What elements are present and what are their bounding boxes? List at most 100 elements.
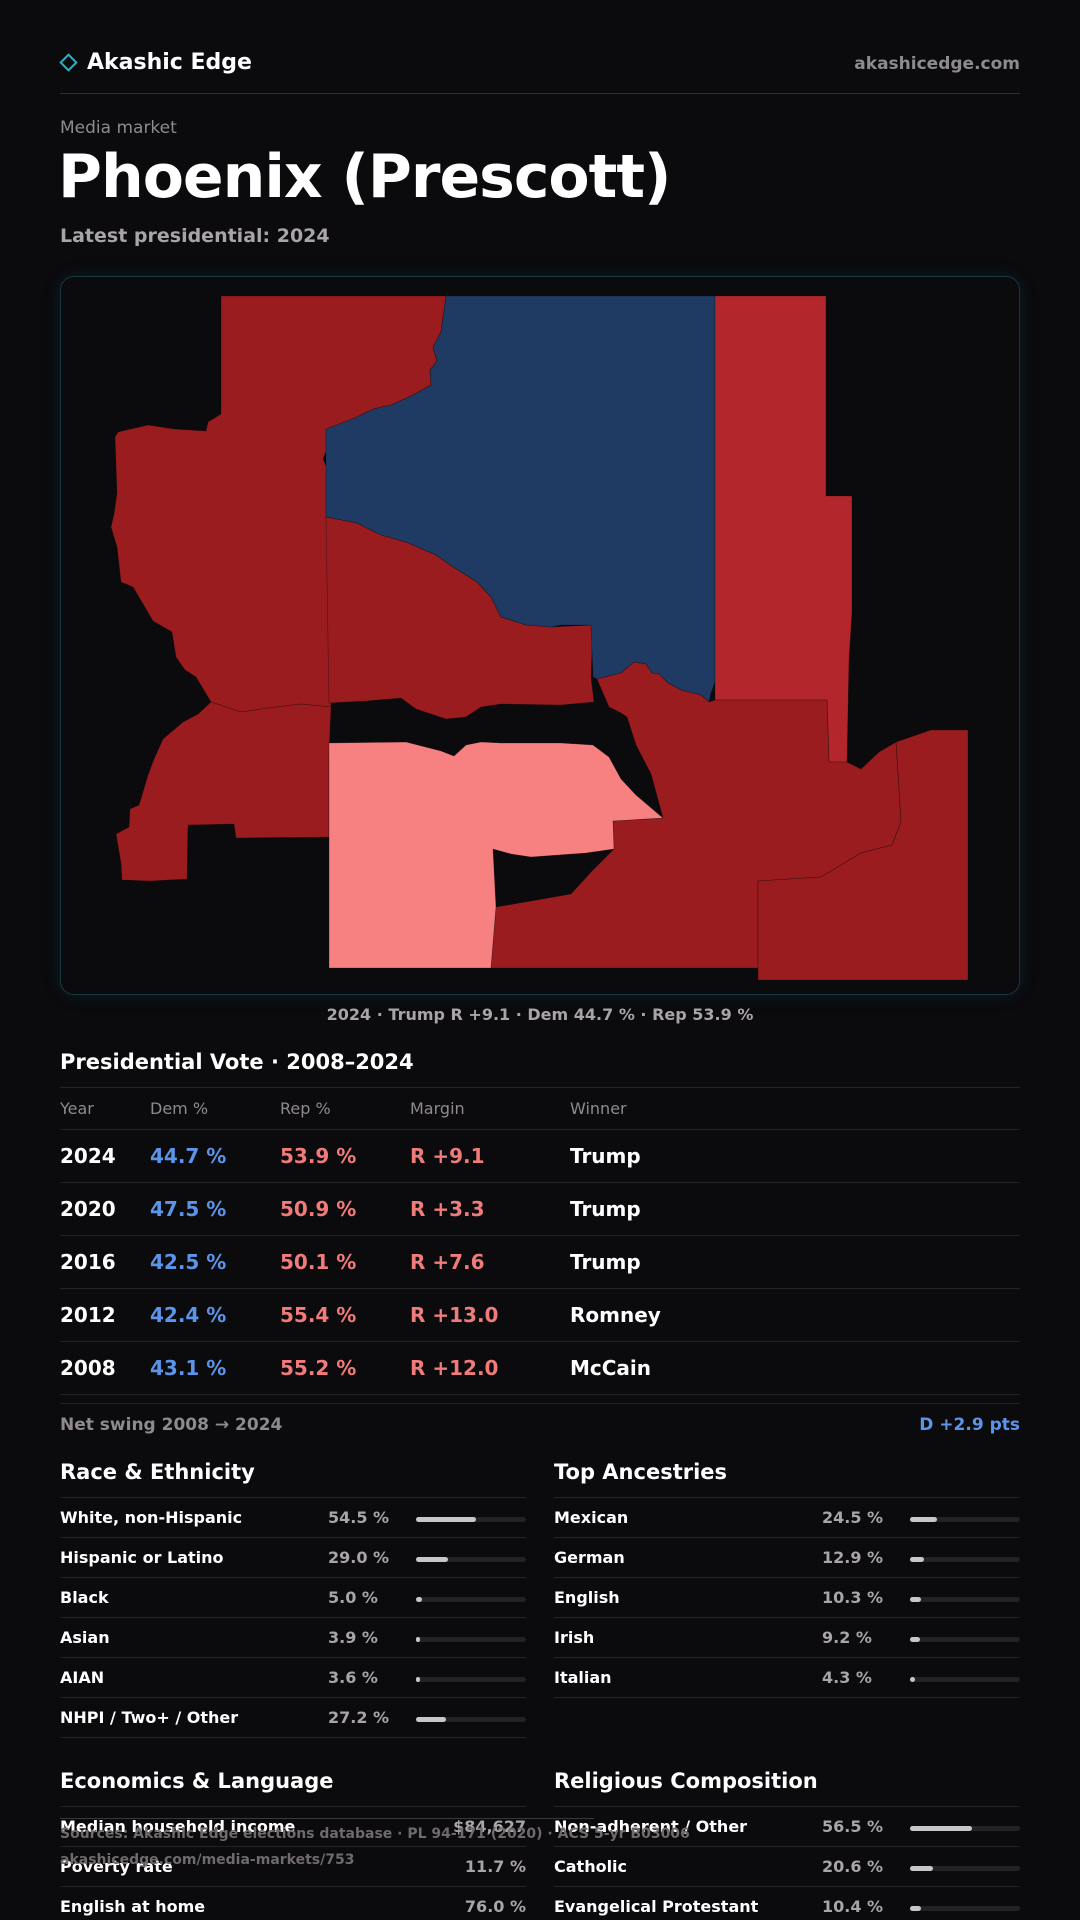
table-row: 2020 47.5 % 50.9 % R +3.3 Trump xyxy=(60,1183,1020,1236)
bar-fill xyxy=(910,1866,933,1871)
row-pct: 4.3 % xyxy=(822,1668,872,1687)
bar-track xyxy=(416,1557,526,1562)
header-dem: Dem % xyxy=(150,1099,209,1118)
footer-url[interactable]: akashicedge.com/media-markets/753 xyxy=(60,1852,355,1868)
net-swing: Net swing 2008 → 2024 D +2.9 pts xyxy=(60,1403,1020,1445)
cell-winner: McCain xyxy=(570,1356,652,1380)
list-item: English 10.3 % xyxy=(554,1578,1020,1618)
row-label: Non-adherent / Other xyxy=(554,1817,748,1836)
bar-fill xyxy=(910,1677,915,1682)
row-label: NHPI / Two+ / Other xyxy=(60,1708,239,1727)
row-pct: 12.9 % xyxy=(822,1548,884,1567)
bar-fill xyxy=(416,1517,476,1522)
row-label: English xyxy=(554,1588,620,1607)
row-label: Evangelical Protestant xyxy=(554,1897,759,1916)
religion-panel: Religious Composition Non-adherent / Oth… xyxy=(554,1769,1020,1920)
county-region[interactable] xyxy=(328,741,664,969)
row-label: Mexican xyxy=(554,1508,629,1527)
cell-rep: 55.2 % xyxy=(280,1356,357,1380)
row-pct: 9.2 % xyxy=(822,1628,872,1647)
bar-track xyxy=(910,1677,1020,1682)
bar-fill xyxy=(910,1637,921,1642)
row-pct: 3.9 % xyxy=(328,1628,378,1647)
bar-track xyxy=(416,1517,526,1522)
bar-track xyxy=(910,1906,1020,1911)
cell-rep: 50.1 % xyxy=(280,1250,357,1274)
bar-fill xyxy=(416,1597,422,1602)
list-item: English at home 76.0 % xyxy=(60,1887,526,1920)
bar-fill xyxy=(910,1906,922,1911)
row-pct: 27.2 % xyxy=(328,1708,390,1727)
row-label: Hispanic or Latino xyxy=(60,1548,224,1567)
list-item: Italian 4.3 % xyxy=(554,1658,1020,1698)
cell-dem: 42.5 % xyxy=(150,1250,227,1274)
vote-table: Year Dem % Rep % Margin Winner 2024 44.7… xyxy=(60,1087,1020,1395)
cell-year: 2024 xyxy=(60,1144,116,1168)
ancestry-title: Top Ancestries xyxy=(554,1460,1020,1498)
bar-fill xyxy=(416,1717,446,1722)
row-pct: 3.6 % xyxy=(328,1668,378,1687)
race-title: Race & Ethnicity xyxy=(60,1460,526,1498)
row-label: Italian xyxy=(554,1668,612,1687)
bar-fill xyxy=(416,1677,420,1682)
county-region[interactable] xyxy=(115,701,332,882)
bar-fill xyxy=(910,1826,973,1831)
site-url-link[interactable]: akashicedge.com xyxy=(854,54,1020,74)
list-item: Poverty rate 11.7 % xyxy=(60,1847,526,1887)
page-title: Phoenix (Prescott) xyxy=(58,142,671,212)
county-map xyxy=(60,276,1020,995)
row-label: White, non-Hispanic xyxy=(60,1508,243,1527)
cell-rep: 55.4 % xyxy=(280,1303,357,1327)
cell-dem: 44.7 % xyxy=(150,1144,227,1168)
page-eyebrow: Media market xyxy=(60,118,177,138)
bar-track xyxy=(416,1597,526,1602)
page-subtitle: Latest presidential: 2024 xyxy=(60,225,330,247)
county-region[interactable] xyxy=(757,729,969,981)
cell-year: 2012 xyxy=(60,1303,116,1327)
bar-fill xyxy=(910,1597,922,1602)
list-item: Mexican 24.5 % xyxy=(554,1498,1020,1538)
cell-margin: R +7.6 xyxy=(410,1250,485,1274)
bar-track xyxy=(416,1717,526,1722)
swing-label: Net swing 2008 → 2024 xyxy=(60,1415,283,1435)
row-label: Poverty rate xyxy=(60,1857,173,1876)
table-row: 2008 43.1 % 55.2 % R +12.0 McCain xyxy=(60,1342,1020,1395)
bar-track xyxy=(910,1597,1020,1602)
list-item: German 12.9 % xyxy=(554,1538,1020,1578)
list-item: AIAN 3.6 % xyxy=(60,1658,526,1698)
county-map-svg xyxy=(110,295,969,981)
race-panel: Race & Ethnicity White, non-Hispanic 54.… xyxy=(60,1460,526,1738)
row-pct: 56.5 % xyxy=(822,1817,884,1836)
row-pct: 10.4 % xyxy=(822,1897,884,1916)
row-label: Irish xyxy=(554,1628,595,1647)
list-item: Asian 3.9 % xyxy=(60,1618,526,1658)
table-header: Year Dem % Rep % Margin Winner xyxy=(60,1088,1020,1130)
bar-track xyxy=(910,1517,1020,1522)
list-item: Black 5.0 % xyxy=(60,1578,526,1618)
cell-winner: Romney xyxy=(570,1303,661,1327)
list-item: NHPI / Two+ / Other 27.2 % xyxy=(60,1698,526,1738)
religion-title: Religious Composition xyxy=(554,1769,1020,1807)
bar-track xyxy=(416,1637,526,1642)
row-value: $84,627 xyxy=(453,1817,526,1836)
cell-year: 2016 xyxy=(60,1250,116,1274)
brand[interactable]: Akashic Edge xyxy=(59,50,252,75)
row-label: Asian xyxy=(60,1628,110,1647)
row-label: AIAN xyxy=(60,1668,105,1687)
footer-divider xyxy=(60,1818,594,1819)
swing-value: D +2.9 pts xyxy=(919,1415,1020,1435)
cell-dem: 42.4 % xyxy=(150,1303,227,1327)
cell-rep: 50.9 % xyxy=(280,1197,357,1221)
list-item: Irish 9.2 % xyxy=(554,1618,1020,1658)
cell-margin: R +9.1 xyxy=(410,1144,485,1168)
ancestry-panel: Top Ancestries Mexican 24.5 % German 12.… xyxy=(554,1460,1020,1698)
county-region[interactable] xyxy=(714,295,853,763)
row-label: German xyxy=(554,1548,625,1567)
bar-fill xyxy=(910,1517,937,1522)
row-pct: 54.5 % xyxy=(328,1508,390,1527)
site-header: Akashic Edge akashicedge.com xyxy=(59,46,1020,94)
bar-track xyxy=(416,1677,526,1682)
list-item: Non-adherent / Other 56.5 % xyxy=(554,1807,1020,1847)
cell-dem: 43.1 % xyxy=(150,1356,227,1380)
cell-year: 2008 xyxy=(60,1356,116,1380)
